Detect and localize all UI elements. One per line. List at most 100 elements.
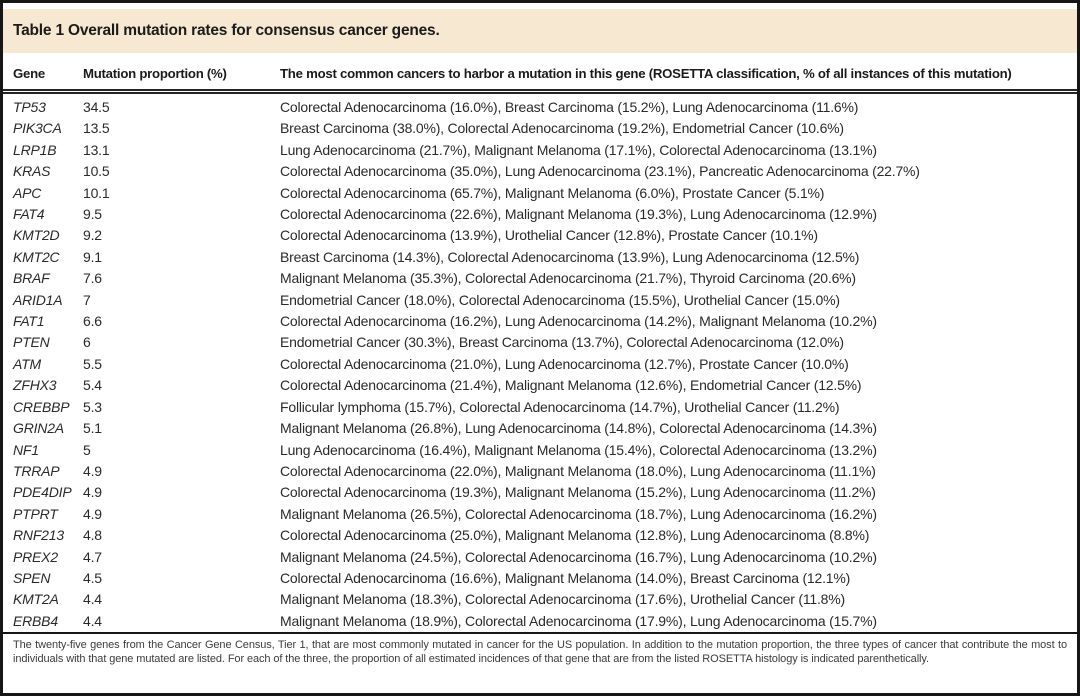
cell-proportion: 4.7 bbox=[83, 548, 102, 565]
cell-gene: ATM bbox=[13, 355, 41, 372]
cell-gene: RNF213 bbox=[13, 527, 64, 544]
table-row: KMT2D 9.2 Colorectal Adenocarcinoma (13.9%… bbox=[3, 225, 1077, 246]
table-title: Table 1 Overall mutation rates for conse… bbox=[13, 22, 440, 39]
table-row: ARID1A 7 Endometrial Cancer (18.0%), Color… bbox=[3, 290, 1077, 311]
cell-proportion: 6.6 bbox=[83, 313, 102, 330]
cell-gene: CREBBP bbox=[13, 398, 70, 415]
cell-cancers: Colorectal Adenocarcinoma (13.9%), Uroth… bbox=[280, 227, 818, 244]
cell-cancers: Colorectal Adenocarcinoma (21.4%), Malig… bbox=[280, 377, 862, 394]
table-row: LRP1B 13.1 Lung Adenocarcinoma (21.7%), Ma… bbox=[3, 140, 1077, 161]
table-row: PTPRT 4.9 Malignant Melanoma (26.5%), Colo… bbox=[3, 504, 1077, 525]
table-row: BRAF 7.6 Malignant Melanoma (35.3%), Color… bbox=[3, 268, 1077, 289]
table-row: KMT2A 4.4 Malignant Melanoma (18.3%), Colo… bbox=[3, 589, 1077, 610]
cell-proportion: 9.2 bbox=[83, 227, 102, 244]
cell-gene: PTEN bbox=[13, 334, 50, 351]
cell-proportion: 10.1 bbox=[83, 184, 110, 201]
table-row: NF1 5 Lung Adenocarcinoma (16.4%), Maligna… bbox=[3, 440, 1077, 461]
cell-gene: PTPRT bbox=[13, 505, 58, 522]
cell-cancers: Malignant Melanoma (18.3%), Colorectal A… bbox=[280, 591, 845, 608]
cell-cancers: Colorectal Adenocarcinoma (16.6%), Malig… bbox=[280, 569, 851, 586]
table-row: PTEN 6 Endometrial Cancer (30.3%), Breast … bbox=[3, 332, 1077, 353]
cell-cancers: Malignant Melanoma (35.3%), Colorectal A… bbox=[280, 270, 856, 287]
table-row: PIK3CA 13.5 Breast Carcinoma (38.0%), Colo… bbox=[3, 118, 1077, 139]
table-body: TP53 34.5 Colorectal Adenocarcinoma (16.0%… bbox=[3, 92, 1077, 633]
cell-proportion: 7 bbox=[83, 291, 91, 308]
cell-cancers: Colorectal Adenocarcinoma (19.3%), Malig… bbox=[280, 484, 876, 501]
table-header: Gene Mutation proportion (%) The most co… bbox=[3, 53, 1077, 94]
cell-proportion: 5.1 bbox=[83, 420, 102, 437]
cell-gene: BRAF bbox=[13, 270, 50, 287]
table-row: GRIN2A 5.1 Malignant Melanoma (26.8%), Lun… bbox=[3, 418, 1077, 439]
cell-gene: KMT2D bbox=[13, 227, 60, 244]
cell-cancers: Colorectal Adenocarcinoma (22.6%), Malig… bbox=[280, 206, 877, 223]
cell-cancers: Colorectal Adenocarcinoma (21.0%), Lung … bbox=[280, 355, 849, 372]
cell-gene: FAT4 bbox=[13, 206, 45, 223]
cell-cancers: Breast Carcinoma (38.0%), Colorectal Ade… bbox=[280, 120, 844, 137]
cell-gene: GRIN2A bbox=[13, 420, 64, 437]
cell-cancers: Follicular lymphoma (15.7%), Colorectal … bbox=[280, 398, 840, 415]
cell-gene: NF1 bbox=[13, 441, 39, 458]
cell-proportion: 9.1 bbox=[83, 248, 102, 265]
cell-gene: KRAS bbox=[13, 163, 51, 180]
cell-cancers: Colorectal Adenocarcinoma (16.2%), Lung … bbox=[280, 313, 877, 330]
cell-cancers: Colorectal Adenocarcinoma (16.0%), Breas… bbox=[280, 99, 859, 115]
cell-proportion: 34.5 bbox=[83, 99, 110, 115]
column-header-cancers: The most common cancers to harbor a muta… bbox=[280, 53, 1077, 94]
cell-gene: ERBB4 bbox=[13, 612, 58, 629]
table-title-band: Table 1 Overall mutation rates for conse… bbox=[3, 9, 1077, 53]
column-header-proportion: Mutation proportion (%) bbox=[83, 53, 280, 94]
cell-gene: KMT2C bbox=[13, 248, 60, 265]
cell-cancers: Malignant Melanoma (26.5%), Colorectal A… bbox=[280, 505, 877, 522]
cell-proportion: 5.4 bbox=[83, 377, 102, 394]
cell-cancers: Lung Adenocarcinoma (21.7%), Malignant M… bbox=[280, 141, 877, 158]
table-row: ZFHX3 5.4 Colorectal Adenocarcinoma (21.4%… bbox=[3, 375, 1077, 396]
cell-proportion: 4.9 bbox=[83, 484, 102, 501]
cell-cancers: Colorectal Adenocarcinoma (22.0%), Malig… bbox=[280, 462, 876, 479]
table-row: KRAS 10.5 Colorectal Adenocarcinoma (35.0%… bbox=[3, 161, 1077, 182]
table-row: RNF213 4.8 Colorectal Adenocarcinoma (25.0… bbox=[3, 525, 1077, 546]
cell-proportion: 6 bbox=[83, 334, 91, 351]
mutation-table: Gene Mutation proportion (%) The most co… bbox=[3, 53, 1077, 632]
table-row: APC 10.1 Colorectal Adenocarcinoma (65.7%)… bbox=[3, 183, 1077, 204]
table-row: TP53 34.5 Colorectal Adenocarcinoma (16.0%… bbox=[3, 92, 1077, 119]
header-row: Gene Mutation proportion (%) The most co… bbox=[3, 53, 1077, 94]
cell-gene: FAT1 bbox=[13, 313, 45, 330]
cell-cancers: Malignant Melanoma (18.9%), Colorectal A… bbox=[280, 612, 877, 629]
cell-gene: PDE4DIP bbox=[13, 484, 72, 501]
cell-cancers: Malignant Melanoma (24.5%), Colorectal A… bbox=[280, 548, 877, 565]
cell-gene: SPEN bbox=[13, 569, 51, 586]
cell-proportion: 13.1 bbox=[83, 141, 110, 158]
cell-gene: ARID1A bbox=[13, 291, 63, 308]
table-row: KMT2C 9.1 Breast Carcinoma (14.3%), Colore… bbox=[3, 247, 1077, 268]
cell-gene: TP53 bbox=[13, 99, 46, 115]
cell-proportion: 13.5 bbox=[83, 120, 110, 137]
cell-gene: LRP1B bbox=[13, 141, 57, 158]
cell-proportion: 9.5 bbox=[83, 206, 102, 223]
column-header-gene: Gene bbox=[3, 53, 83, 94]
cell-gene: APC bbox=[13, 184, 42, 201]
cell-proportion: 4.4 bbox=[83, 612, 102, 629]
cell-gene: PREX2 bbox=[13, 548, 58, 565]
cell-proportion: 4.9 bbox=[83, 505, 102, 522]
cell-cancers: Malignant Melanoma (26.8%), Lung Adenoca… bbox=[280, 420, 877, 437]
cell-gene: TRRAP bbox=[13, 462, 60, 479]
cell-proportion: 5 bbox=[83, 441, 91, 458]
table-row: CREBBP 5.3 Follicular lymphoma (15.7%), Co… bbox=[3, 397, 1077, 418]
cell-proportion: 4.8 bbox=[83, 527, 102, 544]
cell-cancers: Endometrial Cancer (18.0%), Colorectal A… bbox=[280, 291, 840, 308]
table-row: FAT4 9.5 Colorectal Adenocarcinoma (22.6%)… bbox=[3, 204, 1077, 225]
cell-cancers: Colorectal Adenocarcinoma (25.0%), Malig… bbox=[280, 527, 870, 544]
cell-cancers: Breast Carcinoma (14.3%), Colorectal Ade… bbox=[280, 248, 860, 265]
cell-proportion: 4.4 bbox=[83, 591, 102, 608]
table-row: TRRAP 4.9 Colorectal Adenocarcinoma (22.0%… bbox=[3, 461, 1077, 482]
cell-proportion: 4.9 bbox=[83, 462, 102, 479]
table-footnote: The twenty-five genes from the Cancer Ge… bbox=[3, 632, 1077, 666]
cell-gene: KMT2A bbox=[13, 591, 59, 608]
table-row: ERBB4 4.4 Malignant Melanoma (18.9%), Colo… bbox=[3, 611, 1077, 632]
table-row: PDE4DIP 4.9 Colorectal Adenocarcinoma (19.… bbox=[3, 482, 1077, 503]
table-row: SPEN 4.5 Colorectal Adenocarcinoma (16.6%)… bbox=[3, 568, 1077, 589]
cell-cancers: Endometrial Cancer (30.3%), Breast Carci… bbox=[280, 334, 844, 351]
cell-gene: ZFHX3 bbox=[13, 377, 57, 394]
cell-cancers: Lung Adenocarcinoma (16.4%), Malignant M… bbox=[280, 441, 877, 458]
